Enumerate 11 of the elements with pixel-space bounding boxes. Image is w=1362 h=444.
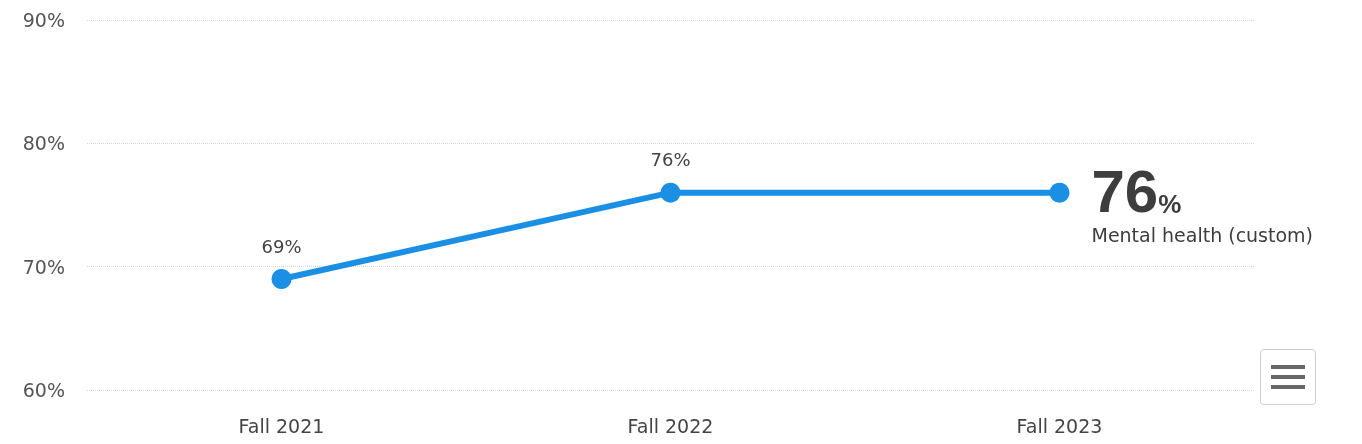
x-tick-label: Fall 2023 [1016, 414, 1103, 437]
data-label: 76% [650, 149, 691, 171]
y-tick-label: 80% [22, 132, 65, 155]
x-tick-label: Fall 2021 [238, 414, 325, 437]
x-tick-label: Fall 2022 [627, 414, 714, 437]
y-tick-label: 70% [22, 255, 65, 278]
y-tick-label: 90% [22, 9, 65, 31]
data-label: 76% [1091, 157, 1182, 225]
series-label: Mental health (custom) [1091, 223, 1314, 246]
data-label: 69% [261, 235, 302, 257]
y-tick-label: 60% [22, 379, 65, 401]
